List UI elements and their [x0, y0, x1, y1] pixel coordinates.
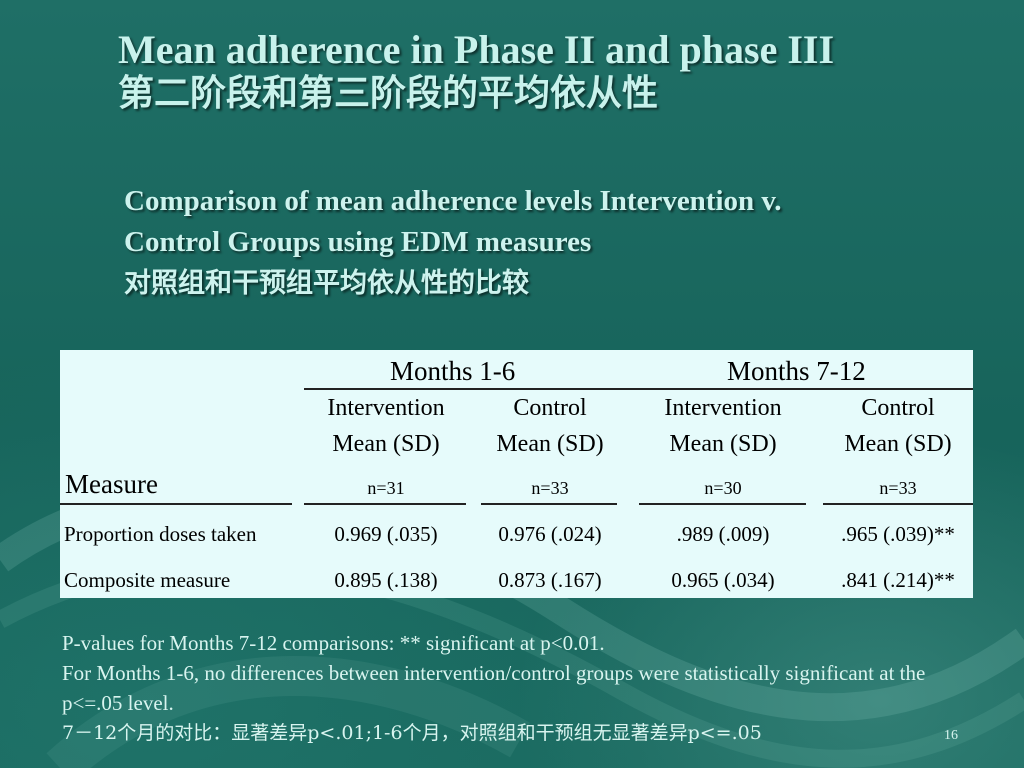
page-number: 16 [944, 728, 958, 743]
column-rule [823, 503, 973, 505]
slide-title: Mean adherence in Phase II and phase III… [118, 28, 834, 116]
group-n-2: n=33 [531, 478, 569, 498]
column-rule [60, 503, 292, 505]
subtitle-line-1: Comparison of mean adherence levels Inte… [124, 185, 782, 217]
footnote-significance: P-values for Months 7-12 comparisons: **… [62, 631, 605, 655]
adherence-table: Months 1-6 Months 7-12 Intervention Mean… [60, 350, 973, 598]
group-stat-4: Mean (SD) [844, 431, 952, 457]
group-n-3: n=30 [704, 478, 742, 498]
table-cell: 0.895 (.138) [334, 568, 438, 592]
measure-header: Measure [65, 469, 158, 499]
row-label-proportion-doses: Proportion doses taken [64, 522, 257, 546]
table-cell: .965 (.039)** [841, 522, 955, 546]
table-cell: 0.969 (.035) [334, 522, 438, 546]
column-rule [304, 503, 466, 505]
group-header-1: Intervention [327, 395, 445, 421]
column-rule [481, 503, 617, 505]
table-cell: 0.976 (.024) [498, 522, 602, 546]
period-header-months-7-12: Months 7-12 [727, 356, 866, 386]
group-n-4: n=33 [879, 478, 917, 498]
table-cell: .989 (.009) [676, 522, 770, 546]
group-stat-1: Mean (SD) [332, 431, 440, 457]
title-english: Mean adherence in Phase II and phase III [118, 27, 835, 72]
period-header-months-1-6: Months 1-6 [390, 356, 516, 386]
subtitle-chinese: 对照组和干预组平均依从性的比较 [124, 268, 529, 299]
table-cell: .841 (.214)** [841, 568, 955, 592]
title-chinese: 第二阶段和第三阶段的平均依从性 [118, 73, 659, 114]
table-cell: 0.965 (.034) [671, 568, 775, 592]
group-n-1: n=31 [367, 478, 405, 498]
footnote-months-1-6: For Months 1-6, no differences between i… [62, 661, 926, 715]
subtitle-line-2: Control Groups using EDM measures [124, 226, 592, 258]
column-rule [639, 503, 806, 505]
group-header-3: Intervention [664, 395, 782, 421]
footnote-chinese: 7－12个月的对比：显著差异p<.01;1-6个月，对照组和干预组无显著差异p<… [62, 722, 762, 744]
header-rule [304, 388, 973, 390]
table-cell: 0.873 (.167) [498, 568, 602, 592]
group-stat-2: Mean (SD) [496, 431, 604, 457]
group-header-4: Control [861, 395, 935, 421]
group-stat-3: Mean (SD) [669, 431, 777, 457]
slide-subtitle: Comparison of mean adherence levels Inte… [124, 181, 782, 304]
row-label-composite-measure: Composite measure [64, 568, 231, 592]
footnotes: P-values for Months 7-12 comparisons: **… [62, 628, 962, 748]
group-header-2: Control [513, 395, 587, 421]
